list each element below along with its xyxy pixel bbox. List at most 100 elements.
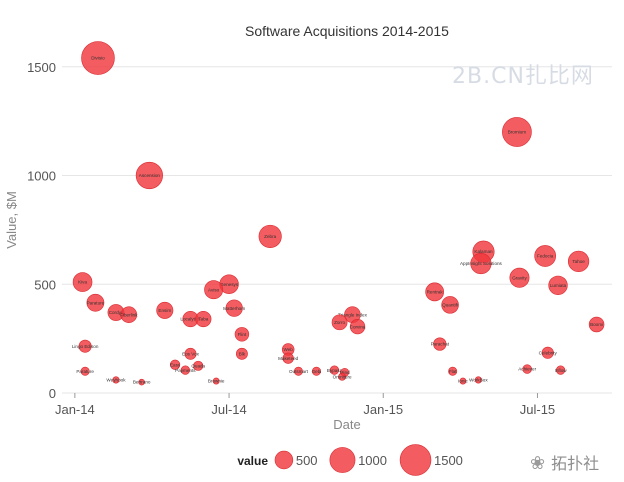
bubble-label: Aviso bbox=[208, 287, 220, 292]
bubble-label: Zorro bbox=[334, 320, 345, 325]
bubble bbox=[441, 296, 459, 314]
data-point: Maketeed bbox=[278, 352, 299, 364]
data-points: Divisio Bromium Ascension Zebra Kalaman Fedoc… bbox=[72, 41, 605, 386]
data-point: Flint bbox=[234, 327, 250, 342]
bubble-label: Lumiata bbox=[550, 283, 567, 288]
bubble bbox=[448, 366, 458, 376]
bubble bbox=[534, 245, 557, 267]
bubble-label: Flat bbox=[449, 369, 457, 374]
data-point: Zebra bbox=[258, 224, 282, 248]
bubble bbox=[425, 282, 445, 302]
data-point: Bromium bbox=[502, 117, 532, 147]
bubble bbox=[195, 311, 212, 328]
data-point: Bertrano bbox=[133, 378, 151, 386]
bubble-label: Maketeed bbox=[278, 356, 299, 361]
x-axis-label: Date bbox=[333, 417, 360, 432]
data-point: Quada bbox=[191, 360, 206, 371]
bubble-label: Mind bbox=[340, 370, 350, 375]
data-point: AppInsight Solutions bbox=[460, 253, 503, 275]
bubble-label: Parature bbox=[87, 300, 105, 305]
data-point: Gravity bbox=[509, 267, 530, 288]
bubble bbox=[459, 377, 467, 385]
bubble-label: Fedocia bbox=[537, 254, 554, 259]
bubble bbox=[78, 339, 92, 353]
bubble-label: Lingo Edison bbox=[72, 344, 99, 349]
axes: 0 500 1000 1500 Jan-14 Jul-14 Jan-15 Jul-15 bbox=[27, 60, 555, 417]
legend-label: 1000 bbox=[358, 453, 387, 468]
bubble-label: Corvina bbox=[350, 324, 366, 329]
x-tick-label: Jul-15 bbox=[520, 402, 555, 417]
data-point: Rentrak bbox=[425, 282, 445, 302]
bubble-label: Kalaman bbox=[474, 249, 493, 254]
bubble-label: Gebi bbox=[312, 369, 322, 374]
bubble bbox=[120, 306, 138, 323]
data-point: WorkBox bbox=[469, 376, 488, 384]
y-tick-label: 0 bbox=[49, 386, 56, 401]
bubble bbox=[204, 280, 224, 300]
data-point: Divisio bbox=[81, 41, 115, 75]
bubble bbox=[349, 319, 366, 335]
watermark-top: 2B.CN扎比网 bbox=[452, 64, 594, 89]
y-axis-label: Value, $M bbox=[4, 191, 19, 249]
bubble-label: Taba bbox=[198, 317, 208, 322]
bubble-label: Matterhorn bbox=[223, 306, 246, 311]
bubble-label: Divisio bbox=[91, 56, 105, 61]
watermark-bottom: ❀ 拓扑社 bbox=[530, 450, 599, 474]
data-point: Kiva bbox=[72, 272, 93, 292]
bubble-label: Fiberlink bbox=[120, 312, 138, 317]
y-tick-label: 500 bbox=[34, 277, 56, 292]
bubble-label: WorkBox bbox=[469, 378, 488, 383]
bubble bbox=[81, 41, 115, 75]
data-point: Brownie bbox=[208, 377, 225, 385]
bubble-label: AppInsight Solutions bbox=[460, 261, 503, 266]
data-point: Omniture bbox=[333, 372, 352, 381]
bubble bbox=[282, 352, 294, 364]
bubble-label: Eos Vox bbox=[182, 351, 200, 356]
bubble bbox=[235, 347, 248, 360]
bubble-label: Localytics bbox=[180, 317, 201, 322]
bubble bbox=[433, 337, 447, 351]
bubble-label: Weyhook bbox=[106, 378, 126, 383]
bubble bbox=[169, 359, 181, 370]
bubble-label: Ionic bbox=[458, 379, 468, 384]
y-tick-label: 1000 bbox=[27, 169, 56, 184]
data-point: Payments bbox=[175, 365, 196, 375]
bubble bbox=[80, 366, 90, 376]
bubble bbox=[522, 364, 532, 374]
data-point: Lumiata bbox=[548, 275, 568, 295]
data-point: Outsmart bbox=[289, 366, 309, 376]
data-point: Ensim bbox=[156, 301, 174, 319]
bubble-label: Zebra bbox=[264, 234, 276, 239]
bubble-label: Bromium bbox=[508, 130, 527, 135]
gridlines bbox=[62, 66, 612, 394]
bubble-label: Flint bbox=[238, 332, 247, 337]
bubble-label: Bypass bbox=[327, 368, 343, 373]
data-point: Flat bbox=[448, 366, 458, 376]
x-tick-label: Jul-14 bbox=[211, 402, 246, 417]
bubble bbox=[135, 161, 163, 190]
bubble-label: Outsmart bbox=[289, 369, 309, 374]
data-point: Taba bbox=[195, 311, 212, 328]
bubble bbox=[156, 301, 174, 319]
bubble-label: Triangle Index bbox=[338, 312, 368, 317]
data-point: Bypass bbox=[327, 365, 343, 375]
bubble-label: Celebrity bbox=[539, 350, 558, 355]
bubble-label: Quantifi bbox=[442, 303, 458, 308]
data-point: Matterhorn bbox=[223, 299, 246, 317]
bubble bbox=[138, 378, 145, 386]
bubble bbox=[72, 272, 93, 292]
bubble bbox=[502, 117, 532, 147]
legend-bubble bbox=[399, 444, 432, 476]
bubble bbox=[225, 299, 243, 317]
x-tick-label: Jan-15 bbox=[363, 402, 403, 417]
bubble-label: Achiever bbox=[518, 367, 536, 372]
data-point: Aviso bbox=[204, 280, 224, 300]
data-point: Fedocia bbox=[534, 245, 557, 267]
bubble-label: Brownie bbox=[208, 379, 225, 384]
bubble bbox=[293, 366, 303, 376]
data-point: Gebi bbox=[311, 366, 322, 376]
bubble bbox=[212, 377, 220, 385]
bubble bbox=[311, 366, 321, 376]
bubble-label: Ascension bbox=[139, 173, 161, 178]
bubble-label: Ensim bbox=[158, 308, 171, 313]
